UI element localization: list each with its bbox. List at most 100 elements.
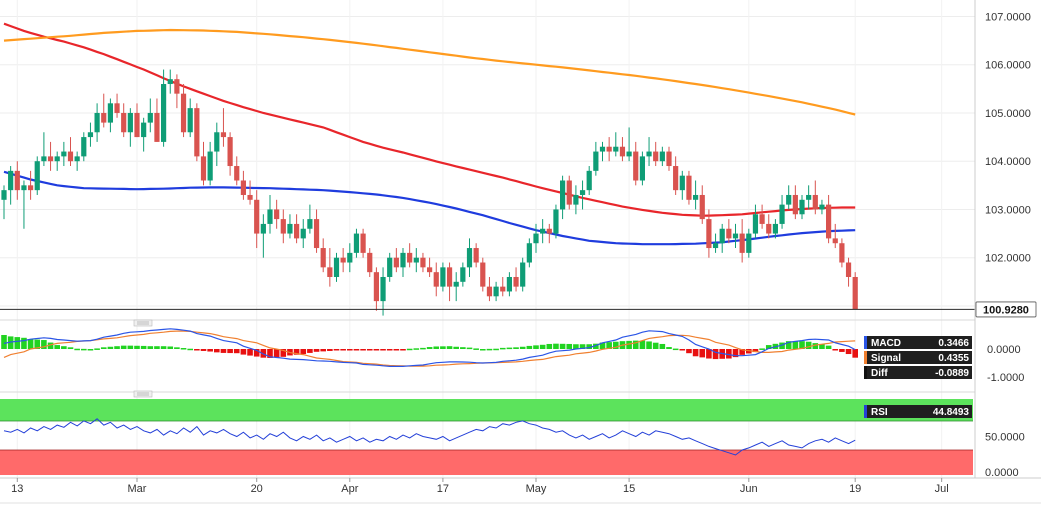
rsi-panel: 50.0000 0.0000 RSI 44.8493 <box>0 399 1025 479</box>
candle-down <box>826 204 832 239</box>
macd-hist-bar <box>94 348 100 350</box>
candle-down <box>427 267 433 273</box>
candle-down <box>47 156 54 162</box>
candle-up <box>300 228 306 239</box>
macd-hist-bar <box>114 346 120 349</box>
macd-hist-bar <box>307 349 313 353</box>
macd-hist-bar <box>473 348 479 350</box>
candle-down <box>792 194 798 215</box>
macd-hist-bar <box>825 345 832 349</box>
candle-up <box>1 190 7 200</box>
candle-down <box>546 228 552 234</box>
candle-down <box>686 175 692 200</box>
macd-value: 0.3466 <box>938 338 969 349</box>
macd-hist-bar <box>779 342 785 349</box>
price-tick-label: 106.0000 <box>985 60 1031 72</box>
candle-down <box>180 93 187 133</box>
candle-down <box>759 214 765 224</box>
macd-hist-bar <box>107 346 114 349</box>
candle-up <box>520 262 526 287</box>
candle-down <box>320 248 326 268</box>
macd-hist-bar <box>300 349 307 355</box>
macd-hist-bar <box>526 345 533 349</box>
macd-hist-bar <box>646 341 652 349</box>
macd-hist-bar <box>21 337 27 349</box>
macd-hist-bar <box>493 348 499 351</box>
diff-label: Diff <box>871 368 888 379</box>
candle-up <box>127 112 133 133</box>
candle-up <box>353 233 360 253</box>
diff-value: -0.0889 <box>935 368 969 379</box>
ema-fast-line <box>3 22 856 217</box>
rsi-tick-label: 50.0000 <box>985 432 1025 444</box>
macd-hist-bar <box>127 345 134 349</box>
macd-hist-bar <box>327 349 333 351</box>
macd-hist-bar <box>100 347 107 349</box>
candle-down <box>174 79 180 94</box>
macd-hist-bar <box>154 346 160 349</box>
macd-histogram <box>1 335 858 360</box>
macd-hist-bar <box>519 346 526 349</box>
resize-handle-2[interactable] <box>133 390 153 398</box>
macd-hist-bar <box>400 349 406 351</box>
candle-down <box>14 170 20 191</box>
candle-up <box>779 204 785 224</box>
candle-up <box>540 228 546 234</box>
candle-up <box>161 84 167 142</box>
macd-tick-label: -1.0000 <box>987 372 1024 384</box>
candle-up <box>214 132 220 152</box>
macd-hist-bar <box>606 342 612 349</box>
candle-down <box>666 151 672 167</box>
candle-up <box>107 103 113 123</box>
macd-hist-bar <box>293 349 300 355</box>
macd-hist-bar <box>752 349 759 353</box>
candle-down <box>699 194 705 220</box>
panel-separator-2[interactable] <box>0 390 975 398</box>
macd-hist-bar <box>253 349 260 357</box>
candle-up <box>61 151 67 157</box>
macd-hist-bar <box>34 339 41 349</box>
macd-hist-bar <box>799 341 805 349</box>
macd-hist-bar <box>513 347 519 349</box>
candle-down <box>280 219 286 234</box>
time-tick-label: 13 <box>11 483 23 495</box>
time-tick-label: 15 <box>623 483 635 495</box>
macd-hist-bar <box>805 341 812 349</box>
candle-down <box>154 112 160 142</box>
macd-hist-bar <box>47 342 54 349</box>
candle-up <box>819 204 825 210</box>
macd-y-axis: 0.0000 -1.0000 <box>987 344 1024 384</box>
macd-hist-bar <box>61 346 67 349</box>
candle-up <box>719 228 725 244</box>
last-price-value: 100.9280 <box>983 304 1029 316</box>
candle-up <box>141 122 147 138</box>
candle-down <box>739 233 745 253</box>
candle-down <box>420 257 426 268</box>
macd-hist-bar <box>499 347 506 350</box>
macd-hist-bar <box>706 349 712 359</box>
macd-hist-bar <box>639 340 646 349</box>
panel-separator-1[interactable] <box>0 319 975 327</box>
candle-down <box>766 223 772 234</box>
candle-down <box>373 272 379 302</box>
macd-hist-bar <box>160 346 167 349</box>
macd-hist-bar <box>360 349 366 351</box>
macd-hist-bar <box>267 349 273 358</box>
candle-up <box>599 146 606 152</box>
candle-up <box>646 151 652 157</box>
macd-hist-bar <box>220 349 227 353</box>
macd-hist-bar <box>573 344 579 349</box>
candle-down <box>446 267 453 287</box>
resize-handle-1[interactable] <box>133 319 153 327</box>
macd-hist-bar <box>233 349 240 354</box>
candle-down <box>313 219 320 249</box>
candle-down <box>240 180 246 195</box>
macd-hist-bar <box>207 349 213 352</box>
macd-hist-bar <box>14 337 21 349</box>
candle-down <box>194 108 200 157</box>
candle-up <box>746 233 752 253</box>
macd-hist-bar <box>539 344 546 349</box>
macd-hist-bar <box>420 347 426 350</box>
macd-hist-bar <box>7 336 14 349</box>
